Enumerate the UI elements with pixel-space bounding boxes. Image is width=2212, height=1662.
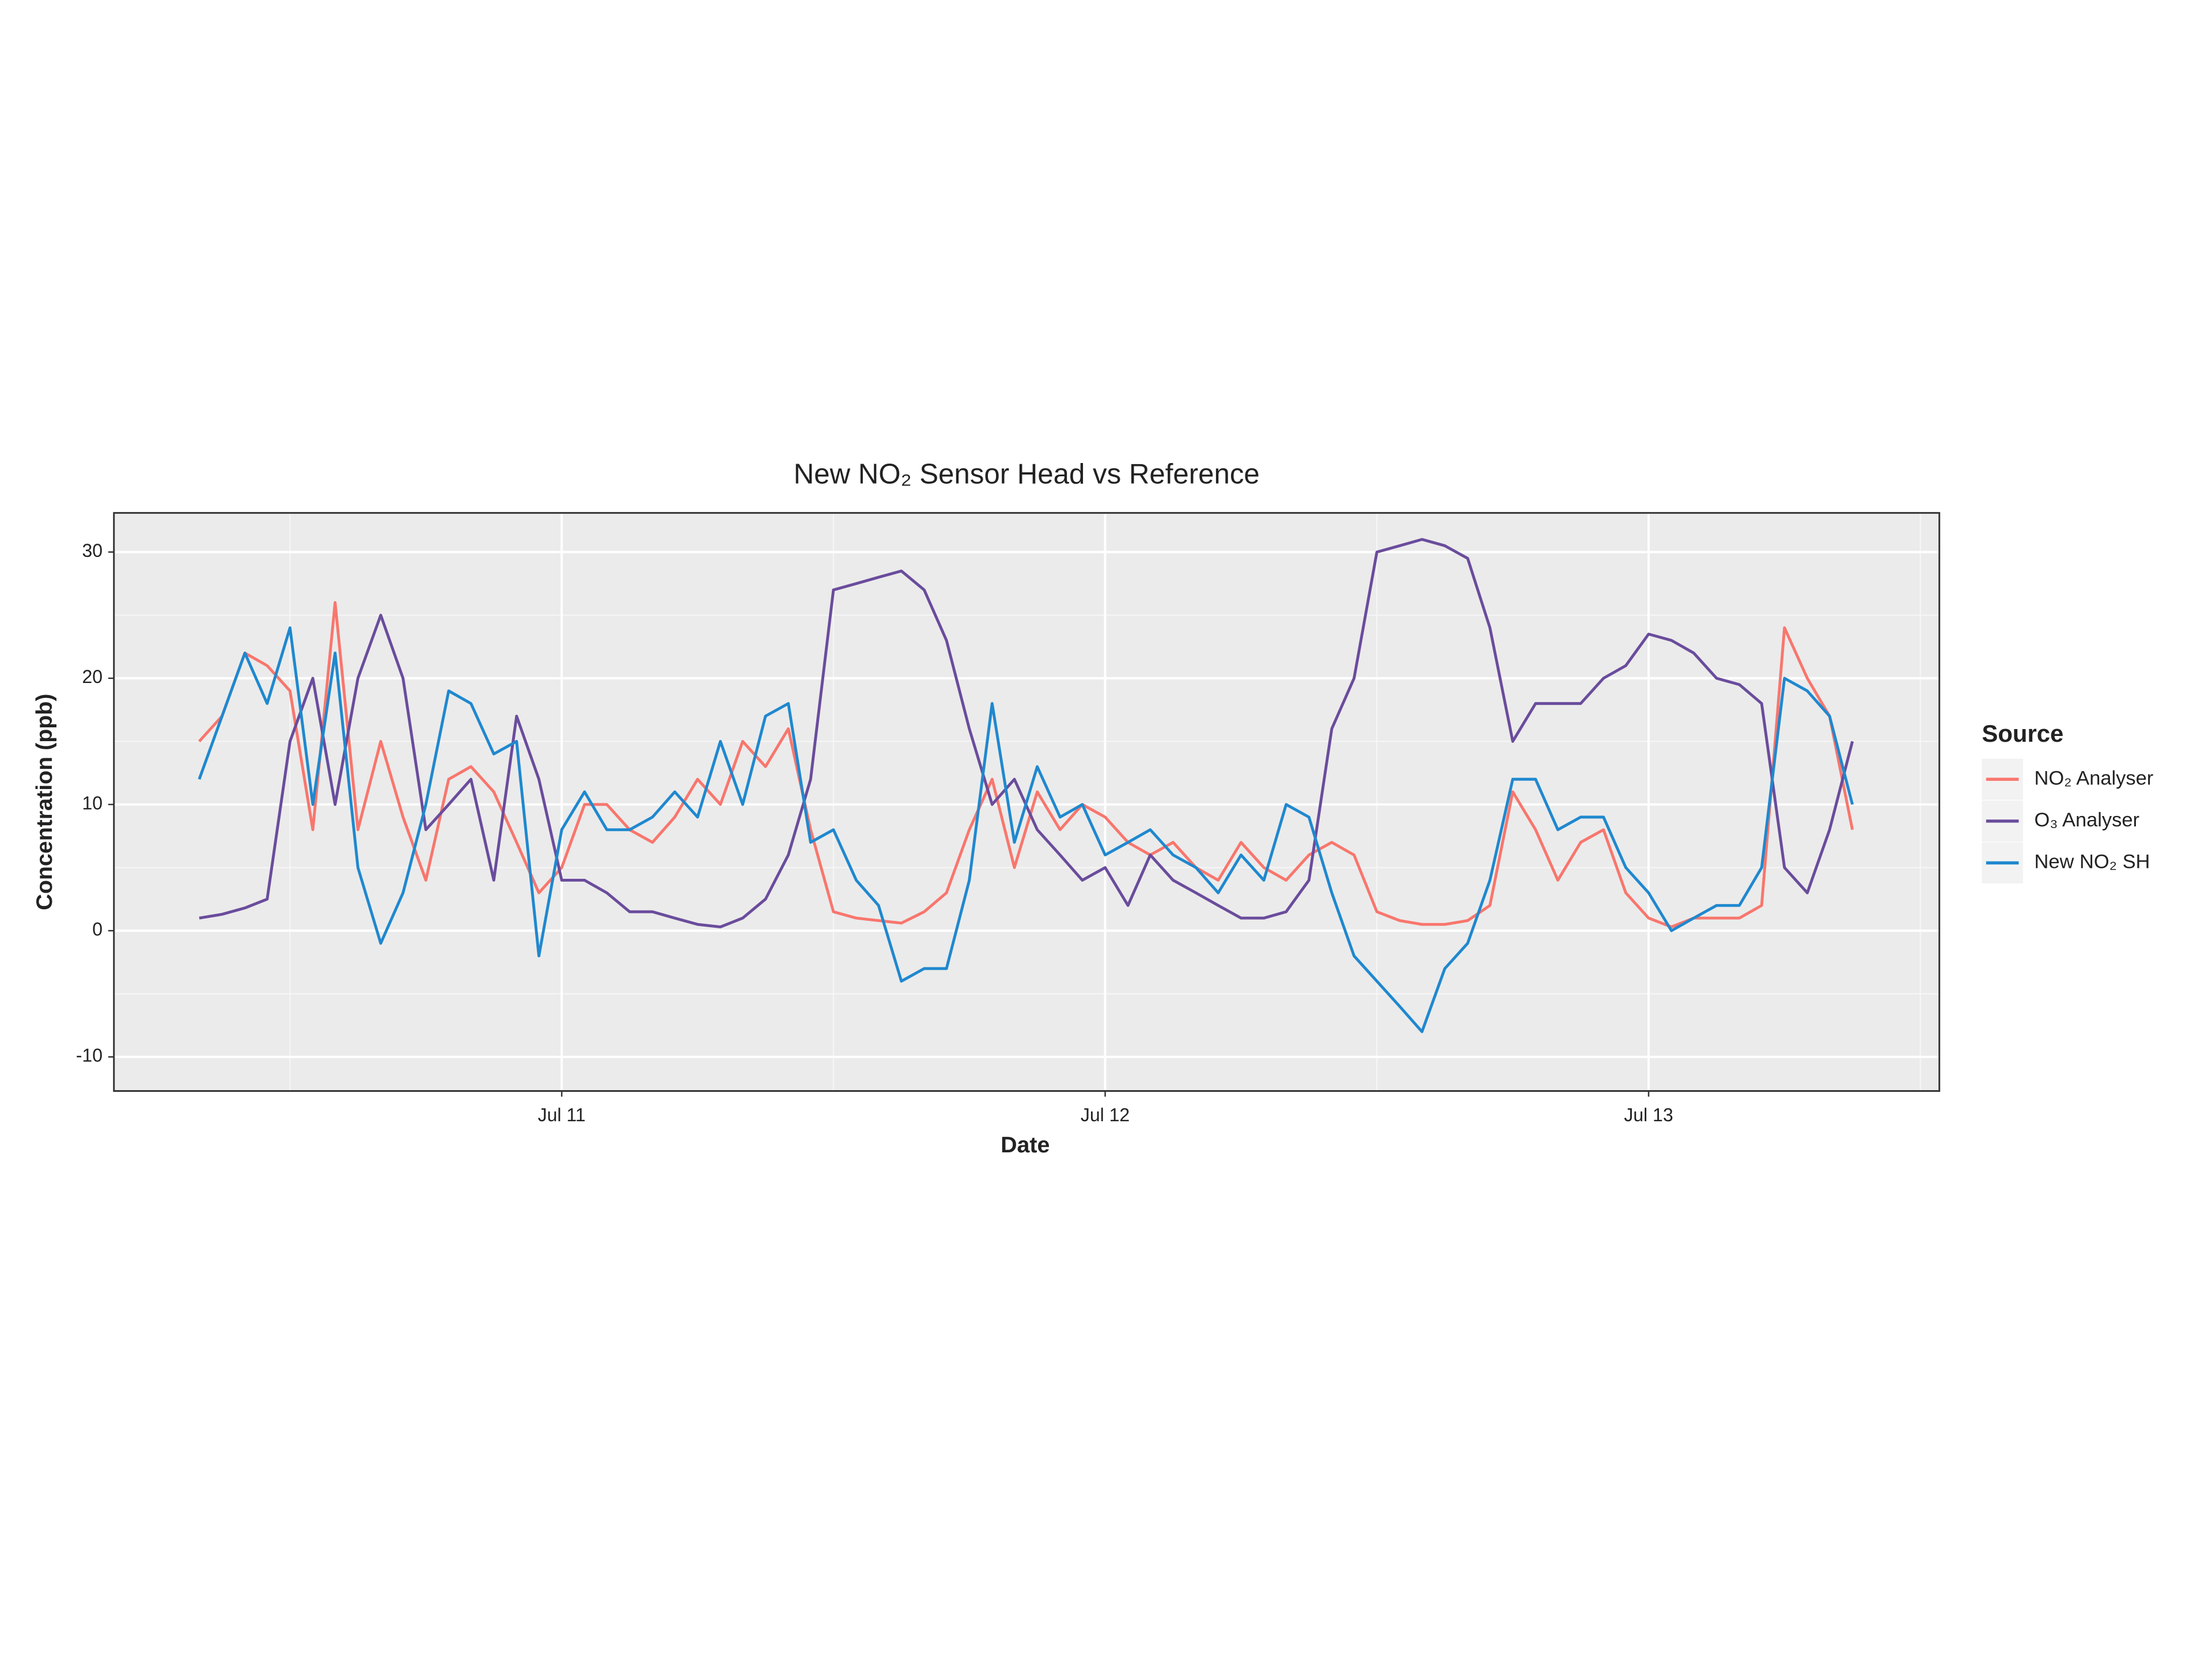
x-tick-label: Jul 13 [1624,1105,1673,1125]
series-line [198,601,1854,929]
x-tick-label: Jul 11 [538,1105,586,1125]
lines [198,538,1854,1033]
legend-label: NO₂ Analyser [2035,767,2154,789]
legend: NO₂ Analyser O₃ Analyser New NO₂ SH [1982,758,2154,884]
legend-label: New NO₂ SH [2035,851,2150,872]
chart-title: New NO₂ Sensor Head vs Reference [794,458,1260,490]
y-tick-label: -10 [76,1045,103,1066]
y-tick-label: 30 [82,540,103,561]
x-axis-title: Date [1001,1132,1050,1158]
x-tick-label: Jul 12 [1081,1105,1130,1125]
y-tick-label: 10 [82,792,103,813]
y-tick-label: 20 [82,666,103,687]
legend-title: Source [1982,720,2064,747]
y-axis-title: Concentration (ppb) [32,694,57,910]
series-line [198,626,1854,1033]
y-tick-label: 0 [92,919,103,940]
plot-border [113,512,1941,1092]
legend-label: O₃ Analyser [2035,809,2139,831]
